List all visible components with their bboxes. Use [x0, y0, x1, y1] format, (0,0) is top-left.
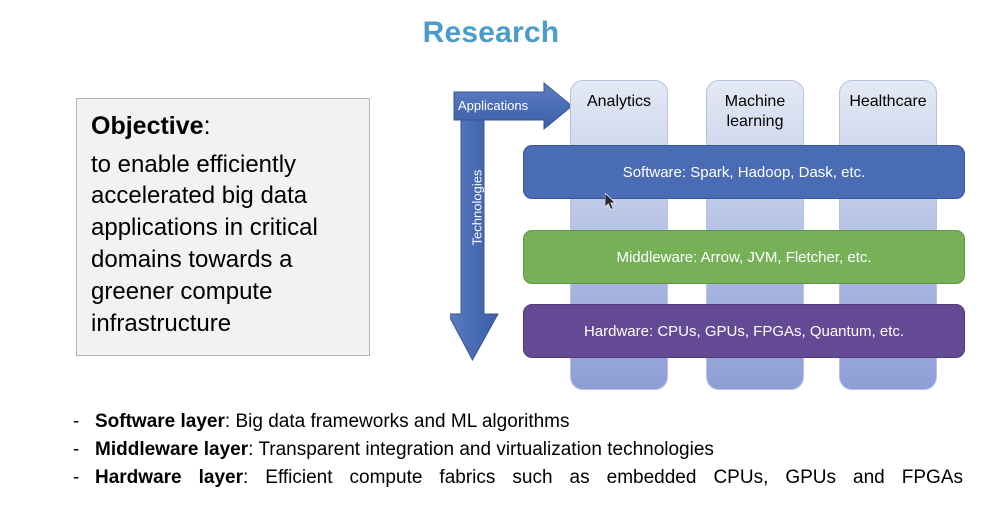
- objective-heading: Objective:: [91, 111, 355, 142]
- list-item: - Hardware layer: Efficient compute fabr…: [73, 464, 963, 520]
- bullet-marker: -: [73, 411, 80, 432]
- pillar-analytics-label: Analytics: [586, 93, 652, 110]
- objective-body: to enable efficiently accelerated big da…: [91, 150, 318, 338]
- layer-bar-middleware[interactable]: Middleware: Arrow, JVM, Fletcher, etc.: [523, 230, 965, 284]
- list-item: - Software layer: Big data frameworks an…: [73, 408, 963, 436]
- research-stack-diagram: Technologies Applications Analytics Mach…: [450, 80, 965, 390]
- bullet-marker: -: [73, 438, 80, 460]
- objective-box: Objective: to enable efficiently acceler…: [76, 98, 370, 356]
- objective-heading-suffix: :: [203, 112, 211, 140]
- bullet-list: - Software layer: Big data frameworks an…: [73, 408, 963, 520]
- layer-bar-software[interactable]: Software: Spark, Hadoop, Dask, etc.: [523, 145, 965, 199]
- bullet-text: Software layer: Big data frameworks and …: [95, 408, 963, 436]
- bullet-keyword: Hardware layer: [95, 466, 243, 488]
- bullet-rest: : Efficient compute fabrics such as embe…: [242, 466, 963, 488]
- mouse-cursor-icon: [605, 193, 617, 210]
- applications-arrow-icon: [453, 82, 573, 130]
- bullet-text: Hardware layer: Efficient compute fabric…: [95, 464, 963, 520]
- bullet-keyword: Software layer: [95, 411, 225, 432]
- technologies-arrow-icon: [450, 104, 499, 362]
- page-title: Research: [422, 16, 560, 49]
- pillar-machine-learning-label: Machine learning: [724, 93, 786, 130]
- bullet-marker: -: [73, 466, 80, 488]
- bullet-keyword: Middleware layer: [95, 438, 249, 460]
- bullet-rest: : Big data frameworks and ML algorithms: [224, 411, 570, 432]
- pillar-healthcare-label: Healthcare: [849, 93, 927, 110]
- layer-bar-hardware[interactable]: Hardware: CPUs, GPUs, FPGAs, Quantum, et…: [523, 304, 965, 358]
- list-item: - Middleware layer: Transparent integrat…: [73, 436, 963, 464]
- bullet-text: Middleware layer: Transparent integratio…: [95, 436, 963, 464]
- objective-heading-keyword: Objective: [91, 112, 204, 140]
- bullet-rest: : Transparent integration and virtualiza…: [248, 438, 714, 460]
